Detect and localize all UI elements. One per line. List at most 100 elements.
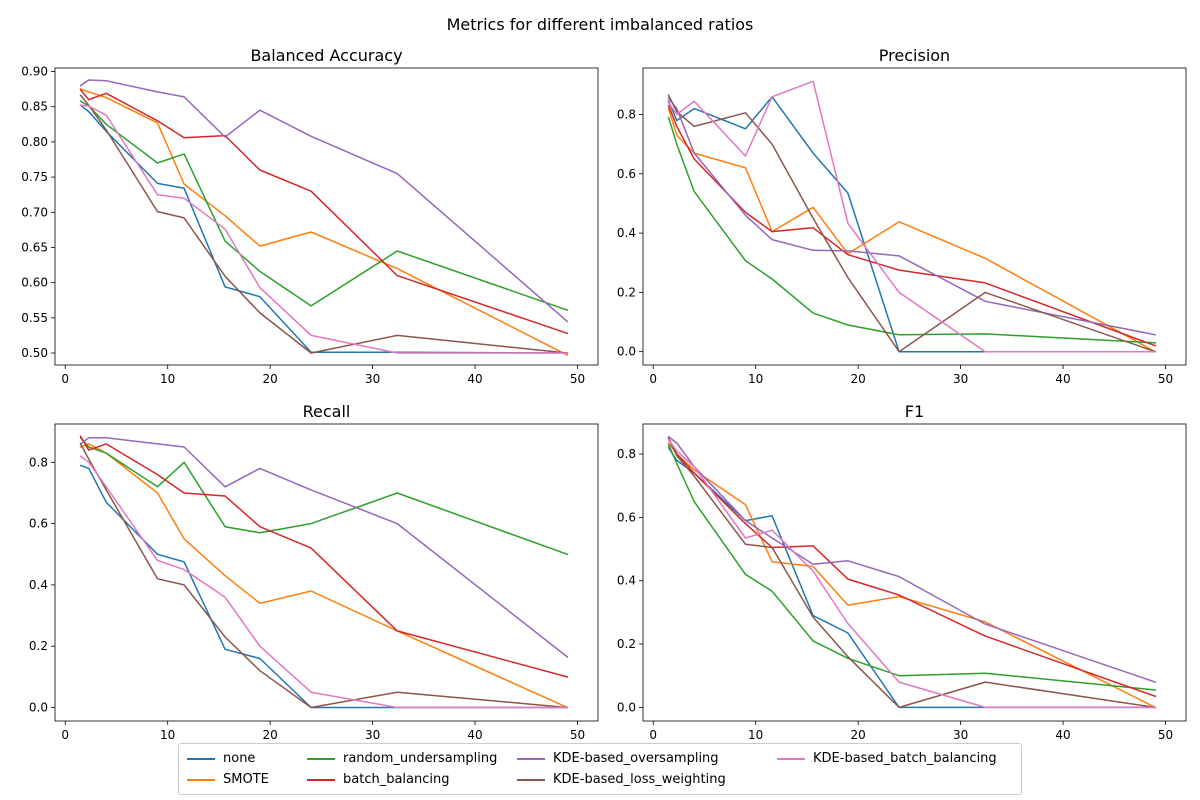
series-line-batch_balancing — [667, 437, 1157, 698]
figure-suptitle: Metrics for different imbalanced ratios — [447, 15, 754, 34]
series-line-KDE-based_oversampling — [667, 435, 1157, 684]
x-tick-label: 40 — [1055, 728, 1070, 742]
panel-title: F1 — [905, 402, 924, 421]
series-line-SMOTE — [667, 441, 1157, 709]
y-tick-label: 0.8 — [617, 447, 636, 461]
series-line-KDE-based_loss_weighting — [667, 437, 1157, 709]
y-tick-label: 0.6 — [29, 517, 48, 531]
legend-item-kde-oversampling: KDE-based_oversampling — [517, 751, 719, 766]
legend-item-none: none — [187, 751, 255, 766]
x-tick-label: 50 — [570, 728, 585, 742]
series-line-SMOTE — [79, 443, 569, 709]
legend-line-random-undersampling — [307, 757, 335, 760]
x-tick-label: 30 — [365, 728, 380, 742]
x-tick-label: 10 — [160, 372, 175, 386]
legend-line-none — [187, 757, 215, 760]
axes-frame — [54, 67, 599, 366]
series-line-batch_balancing — [79, 88, 569, 335]
y-tick-label: 0.50 — [21, 346, 48, 360]
series-line-random_undersampling — [79, 100, 569, 312]
y-tick-label: 0.60 — [21, 276, 48, 290]
legend-label-kde-loss-weighting: KDE-based_loss_weighting — [553, 772, 726, 787]
x-tick-label: 40 — [467, 372, 482, 386]
series-line-batch_balancing — [79, 435, 569, 678]
x-tick-label: 50 — [1158, 728, 1173, 742]
x-tick-label: 20 — [263, 372, 278, 386]
axes-frame — [642, 423, 1187, 722]
x-tick-label: 0 — [649, 372, 657, 386]
y-tick-label: 0.0 — [617, 345, 636, 359]
x-tick-label: 50 — [570, 372, 585, 386]
legend-item-random-undersampling: random_undersampling — [307, 751, 497, 766]
legend-label-kde-batch-balancing: KDE-based_batch_balancing — [813, 751, 997, 766]
x-tick-label: 20 — [851, 728, 866, 742]
panel-1: Precision 0 10 20 30 40 50 0.0 0.2 0.4 0.6 0.8 — [617, 46, 1187, 386]
axes-frame — [54, 423, 599, 722]
x-tick-label: 0 — [61, 728, 69, 742]
panel-title: Balanced Accuracy — [250, 46, 402, 65]
y-tick-label: 0.55 — [21, 311, 48, 325]
legend-item-batch-balancing: batch_balancing — [307, 772, 450, 787]
series-line-random_undersampling — [667, 116, 1157, 344]
y-tick-label: 0.65 — [21, 240, 48, 254]
legend-line-smote — [187, 778, 215, 781]
panel-0: Balanced Accuracy 0 10 20 30 40 50 0.50 0.55 0.60… — [21, 46, 599, 386]
y-tick-label: 0.75 — [21, 170, 48, 184]
x-tick-label: 40 — [1055, 372, 1070, 386]
series-line-random_undersampling — [79, 436, 569, 556]
panel-title: Recall — [303, 402, 351, 421]
series-line-none — [79, 464, 569, 709]
legend-item-kde-batch-balancing: KDE-based_batch_balancing — [777, 751, 997, 766]
series-line-KDE-based_loss_weighting — [667, 94, 1157, 353]
x-tick-label: 0 — [649, 728, 657, 742]
series-line-KDE-based_oversampling — [667, 97, 1157, 336]
legend: none SMOTE random_undersampling batch_ba… — [178, 743, 1022, 795]
axes-frame — [642, 67, 1187, 366]
y-tick-label: 0.4 — [617, 574, 636, 588]
panel-2: Recall 0 10 20 30 40 50 0.0 0.2 0.4 0.6 0.8 — [29, 402, 599, 742]
legend-label-kde-oversampling: KDE-based_oversampling — [553, 751, 719, 766]
x-tick-label: 0 — [61, 372, 69, 386]
y-tick-label: 0.85 — [21, 100, 48, 114]
y-tick-label: 0.8 — [617, 108, 636, 122]
legend-label-batch-balancing: batch_balancing — [343, 772, 450, 787]
x-tick-label: 10 — [748, 728, 763, 742]
x-tick-label: 30 — [953, 372, 968, 386]
legend-item-smote: SMOTE — [187, 772, 269, 787]
series-line-batch_balancing — [667, 104, 1157, 347]
x-tick-label: 20 — [851, 372, 866, 386]
y-tick-label: 0.2 — [29, 639, 48, 653]
series-line-SMOTE — [667, 107, 1157, 353]
y-tick-label: 0.70 — [21, 205, 48, 219]
x-tick-label: 30 — [365, 372, 380, 386]
y-tick-label: 0.6 — [617, 167, 636, 181]
x-tick-label: 20 — [263, 728, 278, 742]
legend-line-kde-loss-weighting — [517, 778, 545, 781]
series-line-KDE-based_oversampling — [79, 437, 569, 658]
series-line-none — [667, 446, 1157, 709]
legend-label-random-undersampling: random_undersampling — [343, 751, 498, 766]
series-line-KDE-based_oversampling — [79, 79, 569, 323]
legend-item-kde-loss-weighting: KDE-based_loss_weighting — [517, 772, 726, 787]
legend-line-batch-balancing — [307, 778, 335, 781]
series-line-random_undersampling — [667, 443, 1157, 691]
x-tick-label: 30 — [953, 728, 968, 742]
series-line-SMOTE — [79, 88, 569, 357]
y-tick-label: 0.0 — [617, 700, 636, 714]
series-line-KDE-based_batch_balancing — [667, 438, 1157, 709]
panel-3: F1 0 10 20 30 40 50 0.0 0.2 0.4 0.6 0.8 — [617, 402, 1187, 742]
y-tick-label: 0.4 — [617, 226, 636, 240]
y-tick-label: 0.80 — [21, 135, 48, 149]
x-tick-label: 50 — [1158, 372, 1173, 386]
legend-label-none: none — [223, 751, 256, 766]
y-tick-label: 0.6 — [617, 510, 636, 524]
x-tick-label: 10 — [748, 372, 763, 386]
legend-label-smote: SMOTE — [223, 772, 269, 787]
y-tick-label: 0.90 — [21, 65, 48, 79]
series-line-none — [667, 96, 1157, 353]
legend-line-kde-batch-balancing — [777, 757, 805, 760]
y-tick-label: 0.2 — [617, 637, 636, 651]
x-tick-label: 10 — [160, 728, 175, 742]
legend-line-kde-oversampling — [517, 757, 545, 760]
